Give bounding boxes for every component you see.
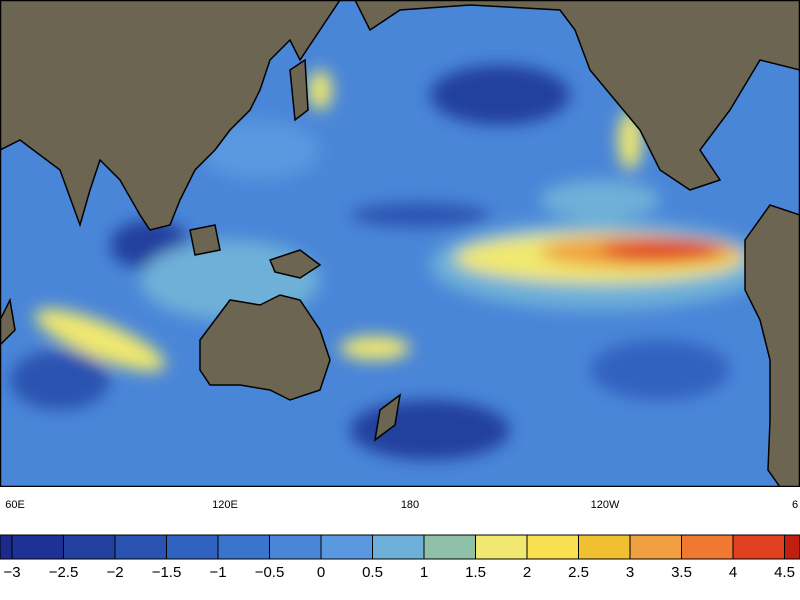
map-area bbox=[0, 0, 800, 487]
land bbox=[0, 0, 800, 487]
colorbar-swatch bbox=[217, 534, 270, 560]
longitude-label: 180 bbox=[401, 499, 419, 511]
colorbar-label: 4.5 bbox=[774, 564, 795, 581]
longitude-label: 120W bbox=[591, 499, 620, 511]
colorbar-swatch bbox=[475, 534, 528, 560]
colorbar-label: −2.5 bbox=[49, 564, 79, 581]
colorbar-swatch bbox=[63, 534, 116, 560]
colorbar-swatch bbox=[320, 534, 373, 560]
anomaly-field bbox=[10, 65, 770, 460]
colorbar-label: −0.5 bbox=[255, 564, 285, 581]
colorbar-swatch bbox=[0, 534, 13, 560]
colorbar-swatch bbox=[166, 534, 219, 560]
colorbar-swatch bbox=[681, 534, 734, 560]
colorbar-label: 0 bbox=[317, 564, 325, 581]
colorbar-label: 2 bbox=[523, 564, 531, 581]
colorbar-swatch bbox=[423, 534, 476, 560]
longitude-label: 60E bbox=[5, 499, 25, 511]
colorbar-label: 1.5 bbox=[465, 564, 486, 581]
colorbar-swatch bbox=[526, 534, 579, 560]
colorbar-swatch bbox=[269, 534, 322, 560]
colorbar-label: −2 bbox=[106, 564, 123, 581]
colorbar-swatch bbox=[11, 534, 64, 560]
colorbar-swatch bbox=[784, 534, 800, 560]
colorbar-swatch bbox=[629, 534, 682, 560]
colorbar-label: 4 bbox=[729, 564, 737, 581]
colorbar-label: 3 bbox=[626, 564, 634, 581]
colorbar-swatch bbox=[732, 534, 785, 560]
colorbar-swatch bbox=[578, 534, 631, 560]
colorbar-label: −1 bbox=[209, 564, 226, 581]
colorbar-label: −1.5 bbox=[152, 564, 182, 581]
colorbar-label: 3.5 bbox=[671, 564, 692, 581]
colorbar-swatch bbox=[114, 534, 167, 560]
colorbar-label: −3 bbox=[3, 564, 20, 581]
colorbar-swatch bbox=[372, 534, 425, 560]
colorbar-label: 1 bbox=[420, 564, 428, 581]
longitude-label: 6 bbox=[792, 499, 798, 511]
colorbar-label: 2.5 bbox=[568, 564, 589, 581]
colorbar-label: 0.5 bbox=[362, 564, 383, 581]
longitude-label: 120E bbox=[212, 499, 238, 511]
